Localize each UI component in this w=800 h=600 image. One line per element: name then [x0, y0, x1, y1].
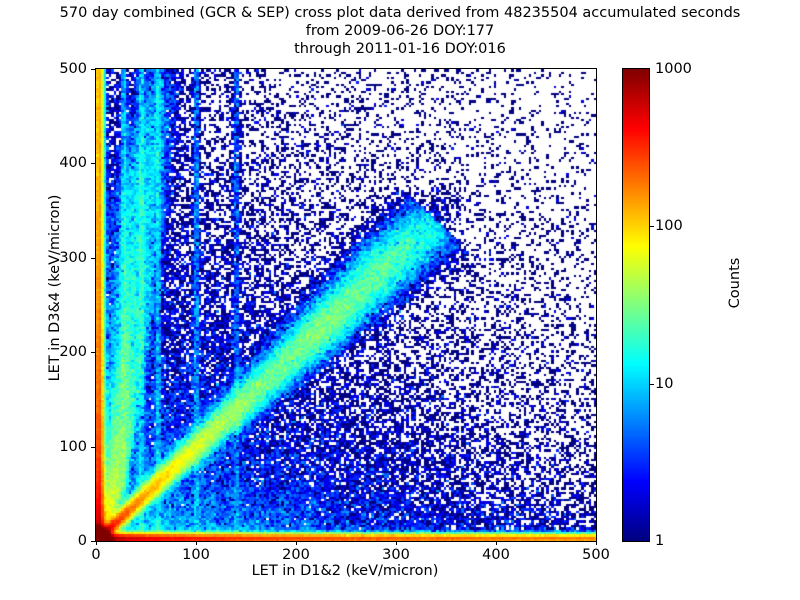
- x-tick-label: 0: [91, 547, 101, 563]
- y-tick-label: 400: [59, 155, 87, 171]
- x-tick-label: 400: [482, 547, 510, 563]
- x-axis-label: LET in D1&2 (keV/micron): [251, 563, 439, 579]
- y-tick-mark: [91, 163, 95, 164]
- y-axis-label: LET in D3&4 (keV/micron): [47, 194, 63, 382]
- x-tick-mark: [496, 541, 497, 545]
- x-tick-mark: [396, 541, 397, 545]
- y-tick-mark: [91, 258, 95, 259]
- colorbar-label: Counts: [727, 257, 743, 309]
- colorbar: [622, 68, 650, 542]
- colorbar-gradient: [623, 69, 649, 541]
- colorbar-tick-label: 100: [655, 218, 683, 234]
- chart-title: 570 day combined (GCR & SEP) cross plot …: [0, 4, 800, 58]
- colorbar-tick-mark: [650, 226, 654, 227]
- title-line-3: through 2011-01-16 DOY:016: [294, 41, 506, 57]
- x-tick-label: 300: [382, 547, 410, 563]
- y-tick-mark: [91, 69, 95, 70]
- x-tick-mark: [296, 541, 297, 545]
- y-tick-mark: [91, 447, 95, 448]
- plot-area: [95, 68, 597, 542]
- title-line-1: 570 day combined (GCR & SEP) cross plot …: [59, 5, 741, 21]
- y-tick-mark: [91, 352, 95, 353]
- title-line-2: from 2009-06-26 DOY:177: [305, 23, 495, 39]
- x-tick-mark: [96, 541, 97, 545]
- y-tick-label: 0: [77, 533, 87, 549]
- y-tick-label: 200: [59, 344, 87, 360]
- x-tick-label: 100: [182, 547, 210, 563]
- colorbar-tick-label: 10: [655, 376, 674, 392]
- colorbar-tick-label: 1000: [655, 61, 692, 77]
- density-heatmap: [96, 69, 596, 541]
- x-tick-mark: [596, 541, 597, 545]
- y-tick-label: 500: [59, 61, 87, 77]
- y-tick-label: 300: [59, 250, 87, 266]
- y-tick-label: 100: [59, 439, 87, 455]
- y-tick-mark: [91, 541, 95, 542]
- x-tick-mark: [196, 541, 197, 545]
- colorbar-tick-label: 1: [655, 533, 665, 549]
- colorbar-tick-mark: [650, 384, 654, 385]
- x-tick-label: 500: [582, 547, 610, 563]
- x-tick-label: 200: [282, 547, 310, 563]
